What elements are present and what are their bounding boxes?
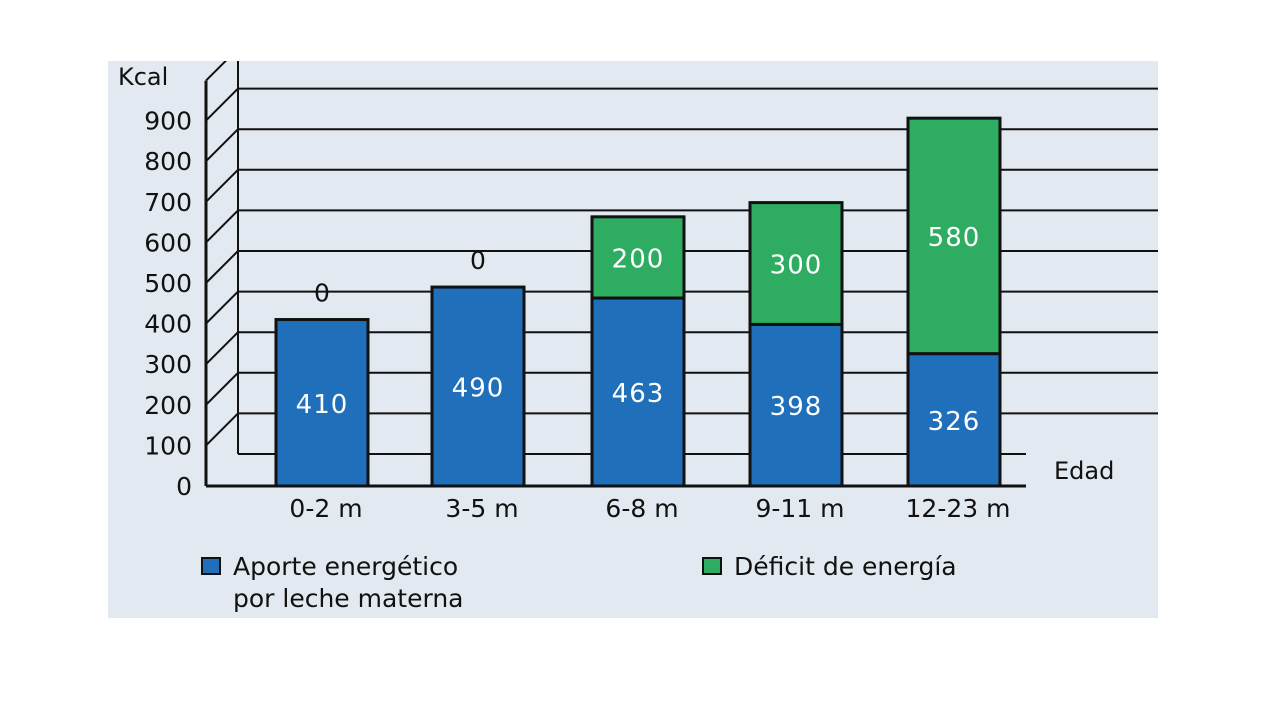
- y-tick-label-400: 400: [144, 310, 192, 339]
- gridlines: [205, 61, 1158, 447]
- legend-line-2: por leche materna: [233, 584, 464, 613]
- x-axis-title: Edad: [1054, 457, 1114, 485]
- grid-diagonal-400: [205, 290, 239, 325]
- legend-swatch-aporte: [201, 557, 221, 575]
- grid-diagonal-800: [205, 128, 239, 162]
- y-tick-label-900: 900: [144, 107, 192, 136]
- legend-swatch-deficit: [702, 557, 722, 575]
- grid-diagonal-500: [205, 250, 239, 284]
- grid-diagonal-100: [205, 412, 239, 447]
- grid-diagonal-200: [205, 372, 239, 406]
- x-tick-label-3-5m: 3-5 m: [445, 494, 518, 523]
- bar-deficit-9-11m: [748, 201, 844, 326]
- grid-diagonal-600: [205, 209, 239, 244]
- y-tick-label-300: 300: [144, 350, 192, 379]
- y-tick-label-800: 800: [144, 147, 192, 176]
- grid-diagonal-top: [205, 61, 228, 82]
- grid-diagonal-900: [205, 87, 239, 122]
- y-axis-title: Kcal: [118, 63, 168, 91]
- x-tick-label-9-11m: 9-11 m: [755, 494, 844, 523]
- legend-label-deficit: Déficit de energía: [734, 552, 957, 581]
- data-label-aporte-6-8m: 463: [612, 379, 665, 409]
- y-tick-label-0: 0: [176, 472, 192, 501]
- stacked-bar-chart: 0 100 200 300 400 500 600 700 800 900 Kcal Edad 410 0…: [118, 61, 1158, 523]
- data-label-aporte-3-5m: 490: [452, 374, 505, 404]
- bar-aporte-12-23m: [906, 352, 1002, 488]
- legend-line-1: Aporte energético: [233, 552, 459, 581]
- data-label-deficit-12-23m: 580: [928, 223, 981, 253]
- y-tick-label-200: 200: [144, 391, 192, 420]
- y-tick-label-100: 100: [144, 431, 192, 460]
- labels: 0 100 200 300 400 500 600 700 800 900 Kcal Edad 410 0…: [118, 63, 1114, 523]
- data-label-deficit-0-2m: 0: [314, 279, 330, 308]
- data-label-aporte-12-23m: 326: [928, 407, 981, 437]
- y-tick-label-700: 700: [144, 188, 192, 217]
- bar-deficit-6-8m: [590, 215, 686, 300]
- data-label-deficit-9-11m: 300: [770, 251, 823, 281]
- data-label-aporte-9-11m: 398: [770, 392, 823, 422]
- bar-aporte-9-11m: [748, 322, 844, 488]
- legend-label-aporte: Aporte energético por leche materna: [233, 551, 464, 615]
- data-label-deficit-6-8m: 200: [612, 244, 665, 274]
- bar-deficit-12-23m: [906, 116, 1002, 356]
- grid-diagonal-300: [205, 331, 239, 365]
- bar-aporte-3-5m: [430, 285, 526, 488]
- grid-diagonal-700: [205, 169, 239, 203]
- data-label-deficit-3-5m: 0: [470, 246, 486, 275]
- x-tick-label-0-2m: 0-2 m: [289, 494, 362, 523]
- x-tick-label-6-8m: 6-8 m: [605, 494, 678, 523]
- x-tick-label-12-23m: 12-23 m: [906, 494, 1011, 523]
- chart-panel: 0 100 200 300 400 500 600 700 800 900 Kcal Edad 410 0…: [108, 61, 1158, 618]
- bar-aporte-6-8m: [590, 296, 686, 488]
- data-label-aporte-0-2m: 410: [296, 390, 349, 420]
- bar-aporte-0-2m: [274, 318, 370, 488]
- y-tick-label-600: 600: [144, 228, 192, 257]
- y-tick-label-500: 500: [144, 269, 192, 298]
- bars: [274, 116, 1002, 488]
